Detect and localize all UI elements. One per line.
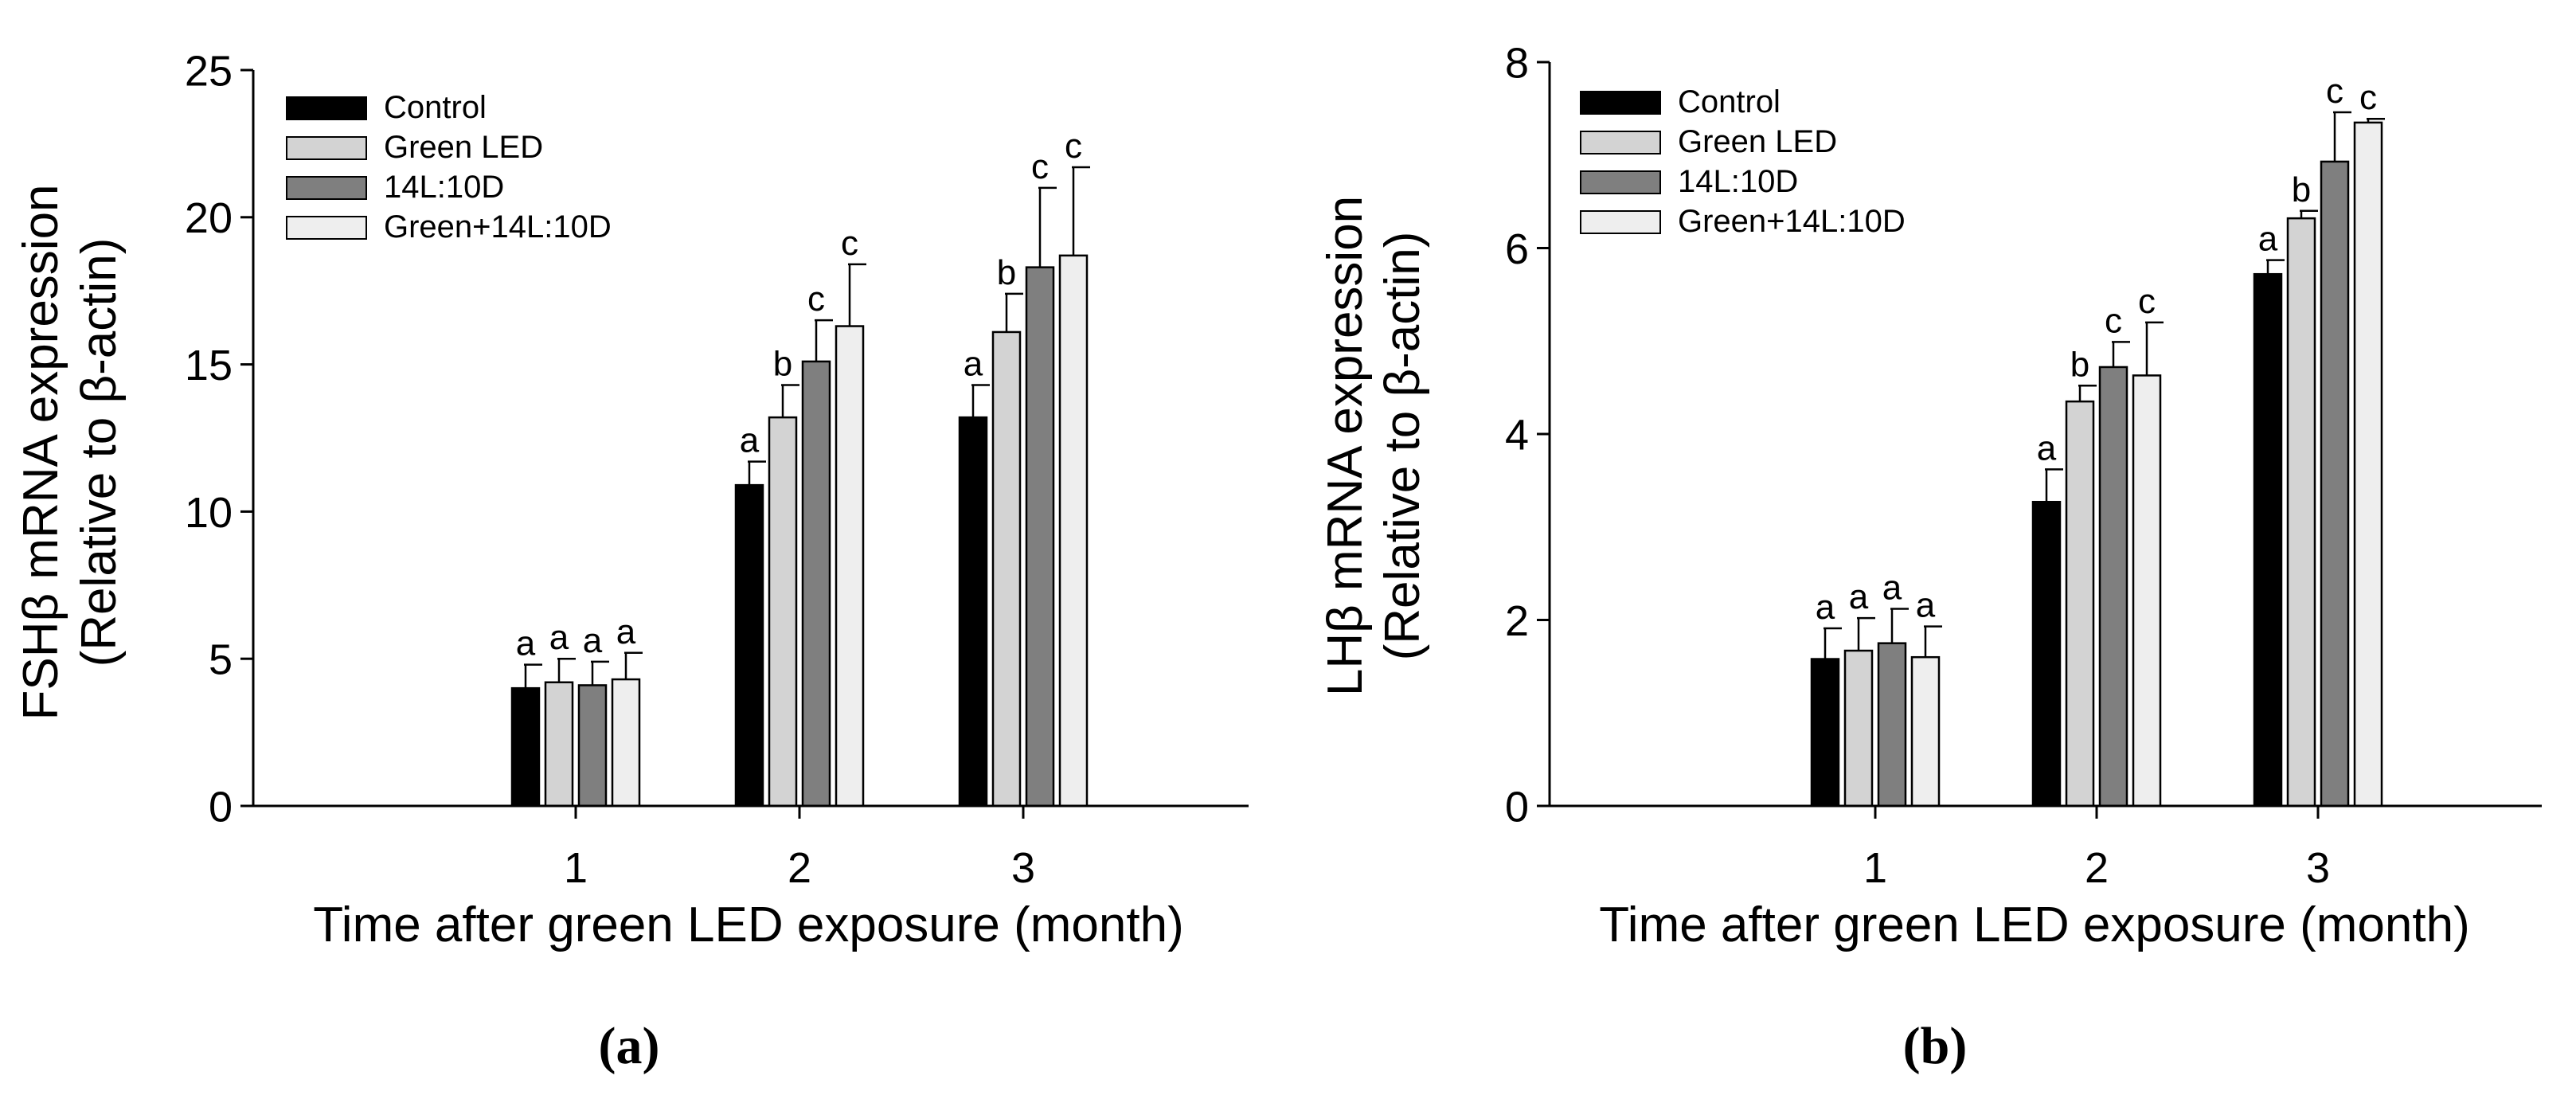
y-tick-label: 2 [1505, 597, 1529, 645]
y-axis-title: FSHβ mRNA expression (Relative to β-acti… [14, 184, 127, 720]
bar [768, 416, 798, 808]
bar [958, 416, 988, 808]
legend-label: Green+14L:10D [1678, 204, 1906, 239]
significance-label: c [2105, 301, 2122, 340]
x-tick-label: 1 [564, 844, 588, 892]
bar [2065, 400, 2095, 808]
bar [1810, 658, 1840, 808]
legend-swatch [286, 136, 367, 160]
axes: 0 2 4 6 8 1 2 3 [1505, 39, 2542, 892]
significance-label: a [1849, 577, 1869, 616]
legend-swatch [286, 216, 367, 240]
significance-label: c [841, 224, 858, 263]
legend-label: Green LED [1678, 124, 1837, 159]
panel-label-a: (a) [599, 1017, 660, 1075]
x-tick-label: 2 [788, 844, 811, 892]
significance-label: b [2070, 345, 2089, 384]
y-axis-label-line1: LHβ mRNA expression [1318, 196, 1373, 696]
bar [1910, 655, 1941, 808]
significance-label: a [1882, 568, 1902, 607]
x-axis-title: Time after green LED exposure (month) [1599, 898, 2470, 952]
significance-label: c [2138, 282, 2156, 321]
significance-label: a [583, 621, 603, 660]
significance-label: a [1816, 588, 1835, 627]
significance-label: b [773, 344, 792, 383]
x-tick-label: 3 [2306, 844, 2330, 892]
bar [2031, 500, 2062, 808]
legend-swatch [1580, 91, 1661, 115]
y-tick-label: 10 [185, 489, 233, 537]
legend-swatch [286, 96, 367, 120]
significance-label: a [516, 624, 536, 663]
bar [2098, 366, 2128, 808]
bar [510, 686, 541, 808]
legend-label: 14L:10D [384, 170, 504, 205]
legend-label: Green+14L:10D [384, 209, 612, 244]
y-axis-label-line2: (Relative to β-actin) [72, 238, 127, 667]
x-tick-label: 1 [1863, 844, 1887, 892]
bar [577, 684, 608, 808]
chart-panel-b: LHβ mRNA expression (Relative to β-actin… [1318, 39, 2542, 1075]
legend-swatch [1580, 210, 1661, 234]
y-tick-label: 4 [1505, 411, 1529, 459]
bar [991, 330, 1022, 808]
bar [544, 681, 574, 808]
y-tick-label: 0 [209, 783, 233, 831]
significance-label: b [997, 253, 1016, 292]
y-tick-label: 0 [1505, 783, 1529, 831]
significance-label: b [2292, 170, 2311, 209]
significance-label: c [2359, 78, 2377, 117]
chart-panel-a: FSHβ mRNA expression (Relative to β-acti… [14, 47, 1249, 1075]
legend-label: 14L:10D [1678, 164, 1798, 199]
y-tick-label: 15 [185, 342, 233, 389]
legend-swatch [1580, 131, 1661, 154]
y-axis-title: LHβ mRNA expression (Relative to β-actin… [1318, 196, 1430, 696]
significance-label: a [740, 421, 760, 460]
legend: Control Green LED 14L:10D Green+14L:10D [286, 90, 612, 244]
y-tick-label: 8 [1505, 39, 1529, 87]
bar [2253, 272, 2283, 808]
x-axis-title: Time after green LED exposure (month) [313, 898, 1184, 952]
x-tick-label: 2 [2085, 844, 2109, 892]
legend-swatch [286, 176, 367, 200]
bar [734, 483, 764, 808]
bar [2320, 160, 2350, 808]
significance-label: c [1065, 127, 1082, 166]
y-tick-label: 25 [185, 47, 233, 95]
legend-label: Green LED [384, 130, 543, 165]
bar [1843, 649, 1874, 808]
significance-label: c [2326, 72, 2343, 111]
significance-label: c [807, 280, 825, 319]
y-axis-label-line2: (Relative to β-actin) [1375, 232, 1430, 661]
bar [611, 678, 641, 808]
y-tick-label: 5 [209, 636, 233, 684]
significance-label: c [1031, 147, 1049, 186]
bar [1025, 266, 1055, 808]
legend-label: Control [384, 90, 487, 125]
significance-label: a [616, 612, 636, 651]
legend-label: Control [1678, 84, 1781, 119]
bar [835, 325, 865, 808]
y-axis-label-line1: FSHβ mRNA expression [14, 184, 68, 720]
y-tick-label: 6 [1505, 225, 1529, 273]
significance-label: a [964, 344, 983, 383]
significance-label: a [1916, 586, 1936, 625]
bar [2286, 217, 2316, 808]
bar [1058, 254, 1089, 808]
axes: 0 5 10 15 20 25 1 2 3 [185, 47, 1249, 892]
bar [2353, 121, 2383, 808]
significance-label: a [549, 618, 569, 657]
legend: Control Green LED 14L:10D Green+14L:10D [1580, 84, 1906, 239]
x-tick-label: 3 [1011, 844, 1035, 892]
significance-label: a [2037, 428, 2057, 467]
bar [2132, 374, 2162, 808]
significance-label: a [2258, 220, 2278, 259]
panel-label-b: (b) [1903, 1017, 1968, 1075]
y-tick-label: 20 [185, 194, 233, 242]
legend-swatch [1580, 170, 1661, 194]
bar [801, 360, 831, 808]
bar [1877, 642, 1907, 808]
